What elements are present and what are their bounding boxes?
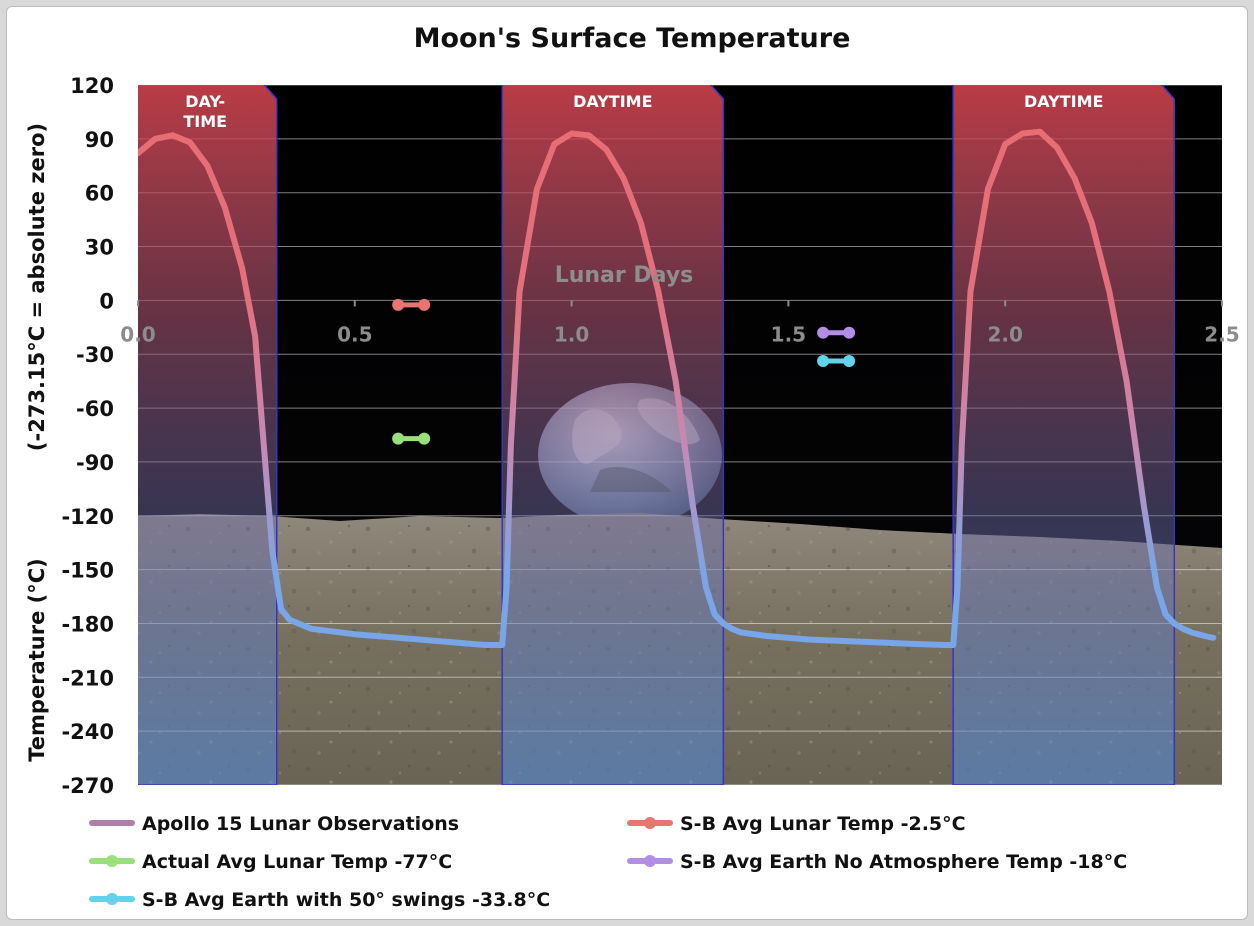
legend-entry: S-B Avg Earth No Atmosphere Temp -18°C: [627, 851, 1127, 873]
x-tick-label: 1.0: [554, 322, 589, 346]
legend: Apollo 15 Lunar Observations S-B Avg Luna…: [89, 813, 1127, 911]
legend-label: S-B Avg Earth No Atmosphere Temp -18°C: [680, 851, 1127, 873]
y-tick-label: 120: [70, 74, 114, 98]
x-axis-label: Lunar Days: [555, 263, 694, 288]
y-tick-label: -210: [61, 666, 114, 690]
y-axis-label-top: (-273.15°C = absolute zero): [25, 123, 49, 451]
x-axis-ticks: 0.0 0.5 1.0 1.5 2.0 2.5: [120, 300, 1240, 346]
x-tick-label: 0.0: [120, 322, 155, 346]
y-tick-label: -30: [76, 343, 114, 367]
x-tick-label: 2.5: [1204, 322, 1239, 346]
legend-entry: S-B Avg Lunar Temp -2.5°C: [627, 813, 966, 835]
legend-marker: [644, 855, 656, 867]
daytime-band-label: DAYTIME: [1024, 92, 1103, 111]
y-tick-label: -120: [61, 505, 114, 529]
average-temperature-marker-point: [817, 326, 830, 339]
y-tick-label: -90: [76, 451, 114, 475]
daytime-band-label: DAYTIME: [573, 92, 652, 111]
legend-label: S-B Avg Earth with 50° swings -33.8°C: [142, 889, 550, 911]
average-temperature-marker-point: [418, 432, 431, 445]
daytime-band: [138, 85, 278, 785]
daytime-band-label: DAY-: [185, 92, 225, 111]
daytime-band: [952, 85, 1176, 785]
y-axis-label-bottom: Temperature (°C): [25, 558, 49, 761]
legend-entry: Apollo 15 Lunar Observations: [89, 813, 459, 835]
average-temperature-marker-point: [392, 432, 405, 445]
x-tick-label: 2.0: [987, 322, 1022, 346]
data-series: [138, 128, 1217, 648]
average-temperature-marker-point: [843, 355, 856, 368]
legend-marker: [106, 893, 118, 905]
legend-entry: Actual Avg Lunar Temp -77°C: [89, 851, 452, 873]
series-line-apollo-15: [138, 128, 1217, 648]
daytime-band: [501, 85, 725, 785]
average-temperature-marker-point: [817, 355, 830, 368]
average-temperature-marker-point: [418, 298, 431, 311]
legend-label: S-B Avg Lunar Temp -2.5°C: [680, 813, 966, 835]
y-tick-label: 30: [85, 236, 114, 260]
daytime-band-label: TIME: [183, 112, 227, 131]
legend-marker: [644, 817, 656, 829]
y-tick-label: -240: [61, 720, 114, 744]
y-axis-ticks: 120 90 60 30 0 -30 -60 -90 -120 -150 -180 -210 -240 -…: [61, 74, 114, 798]
chart-title: Moon's Surface Temperature: [414, 23, 851, 54]
average-temperature-marker-point: [392, 298, 405, 311]
y-tick-label: 0: [99, 289, 114, 313]
y-tick-label: -270: [61, 774, 114, 798]
y-tick-label: -180: [61, 612, 114, 636]
legend-label: Apollo 15 Lunar Observations: [142, 813, 459, 835]
x-tick-label: 1.5: [771, 322, 806, 346]
average-temperature-marker-point: [843, 326, 856, 339]
y-tick-label: -60: [76, 397, 114, 421]
x-tick-label: 0.5: [337, 322, 372, 346]
y-tick-label: 60: [85, 182, 114, 206]
daytime-bands: DAY-TIME DAYTIME DAYTIME: [138, 85, 1176, 785]
y-tick-label: 90: [85, 128, 114, 152]
legend-label: Actual Avg Lunar Temp -77°C: [142, 851, 452, 873]
plot-area: DAY-TIME DAYTIME DAYTIME: [138, 85, 1222, 785]
legend-entry: S-B Avg Earth with 50° swings -33.8°C: [89, 889, 550, 911]
legend-marker: [106, 855, 118, 867]
y-tick-label: -150: [61, 559, 114, 583]
